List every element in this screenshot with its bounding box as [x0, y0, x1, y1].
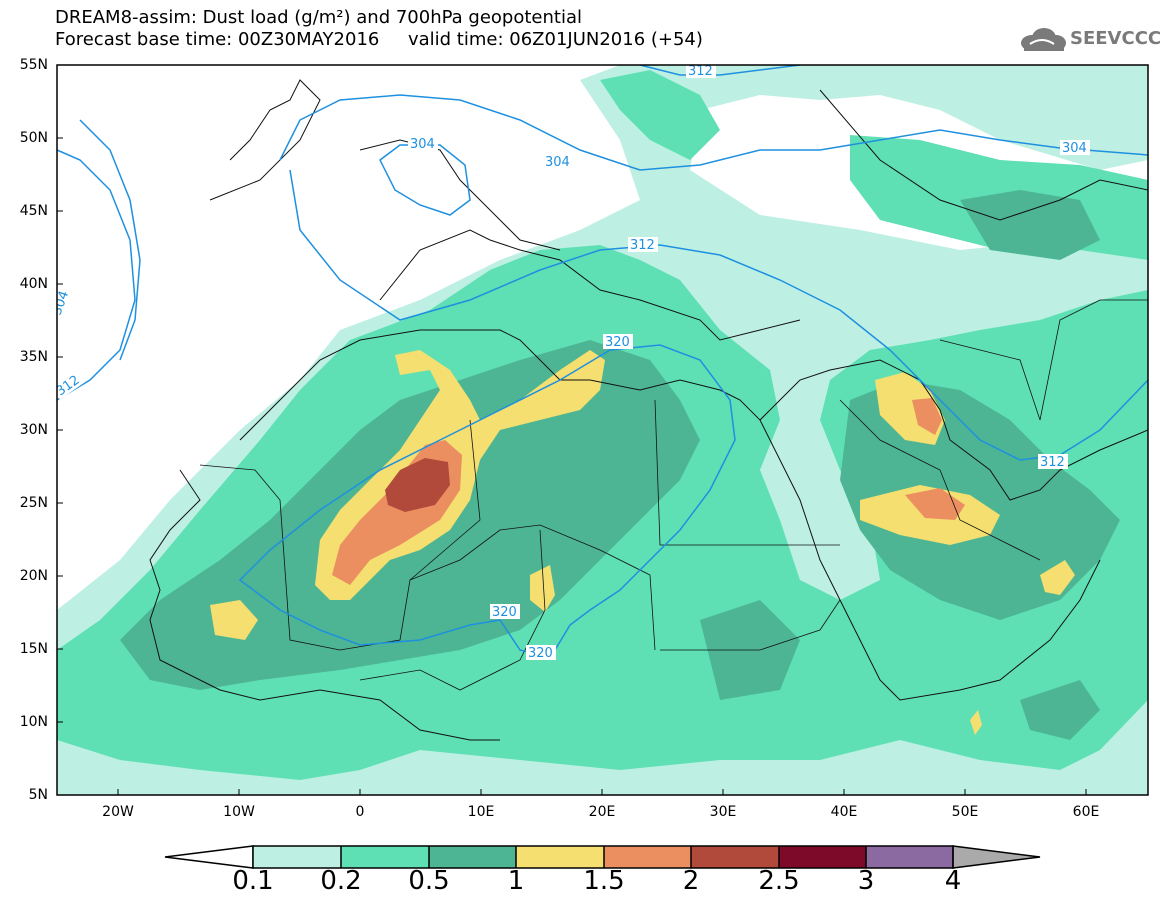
- colorbar-label: 3: [857, 866, 875, 896]
- lat-label: 25N: [19, 495, 48, 511]
- axis-ticks: [57, 64, 1087, 795]
- colorbar-label: 1.5: [583, 866, 625, 896]
- contour-label: 312: [688, 64, 713, 79]
- contour-label: 320: [605, 335, 630, 350]
- lat-label: 5N: [28, 787, 48, 803]
- lon-label: 60E: [1072, 804, 1100, 820]
- lat-label: 40N: [19, 276, 48, 292]
- colorbar-label: 0.1: [232, 866, 274, 896]
- lat-label: 30N: [19, 422, 48, 438]
- colorbar-label: 2.5: [758, 866, 800, 896]
- lon-label: 40E: [830, 804, 858, 820]
- colorbar-under-triangle: [164, 845, 254, 869]
- lon-label: 10E: [467, 804, 495, 820]
- lat-label: 55N: [19, 57, 48, 73]
- dust-field-dark-east: [700, 190, 1120, 740]
- colorbar-swatch: [691, 846, 779, 868]
- map-title: DREAM8-assim: Dust load (g/m²) and 700hP…: [55, 7, 582, 28]
- lat-label: 35N: [19, 349, 48, 365]
- lat-label: 10N: [19, 714, 48, 730]
- lat-label: 15N: [19, 641, 48, 657]
- contour-312-top: [639, 65, 801, 76]
- forecast-times: Forecast base time: 00Z30MAY2016 valid t…: [55, 29, 703, 50]
- colorbar-label: 2: [682, 866, 700, 896]
- coastlines: [149, 79, 1148, 741]
- lat-label: 50N: [19, 130, 48, 146]
- contour-label: 320: [492, 605, 517, 620]
- colorbar-label: 0.5: [408, 866, 450, 896]
- contour-304-north: [279, 94, 1148, 171]
- contour-312-west: [57, 149, 136, 401]
- geopotential-contours: [57, 65, 1148, 656]
- seevccc-logo: SEEVCCC: [1016, 26, 1161, 54]
- contour-label-group: 312 304 304 304 312 320 312 320 320 304 …: [57, 64, 1090, 661]
- contour-label: 304: [545, 155, 570, 170]
- colorbar-label: 4: [944, 866, 962, 896]
- colorbar-over-triangle: [952, 845, 1041, 869]
- colorbar-label: 1: [507, 866, 525, 896]
- country-borders: [199, 299, 1148, 691]
- contour-label: 304: [410, 137, 435, 152]
- lon-label: 20W: [102, 804, 134, 820]
- colorbar-swatch: [779, 846, 866, 868]
- lon-label: 20E: [588, 804, 616, 820]
- colorbar-swatch: [604, 846, 691, 868]
- colorbar-swatch: [429, 846, 516, 868]
- lon-label: 30E: [709, 804, 737, 820]
- contour-320: [238, 344, 736, 656]
- contour-label: 312: [630, 238, 655, 253]
- lon-label: 50E: [951, 804, 979, 820]
- colorbar-swatch: [253, 846, 341, 868]
- contour-312: [289, 169, 1148, 461]
- contour-label: 312: [1040, 455, 1065, 470]
- colorbar-swatch: [516, 846, 604, 868]
- lon-label: 0: [355, 804, 365, 820]
- dust-field-brown: [385, 458, 450, 512]
- lon-label: 10W: [223, 804, 255, 820]
- colorbar-swatch: [866, 846, 953, 868]
- logo-text: SEEVCCC: [1070, 28, 1162, 49]
- contour-304-west: [79, 119, 141, 361]
- lat-label: 45N: [19, 203, 48, 219]
- dust-field-orange: [332, 398, 965, 585]
- contour-label: 320: [528, 646, 553, 661]
- colorbar-label: 0.2: [320, 866, 362, 896]
- contour-label: 304: [1062, 141, 1087, 156]
- lat-label: 20N: [19, 568, 48, 584]
- colorbar-swatch: [341, 846, 429, 868]
- cloud-logo-icon: [1021, 28, 1066, 51]
